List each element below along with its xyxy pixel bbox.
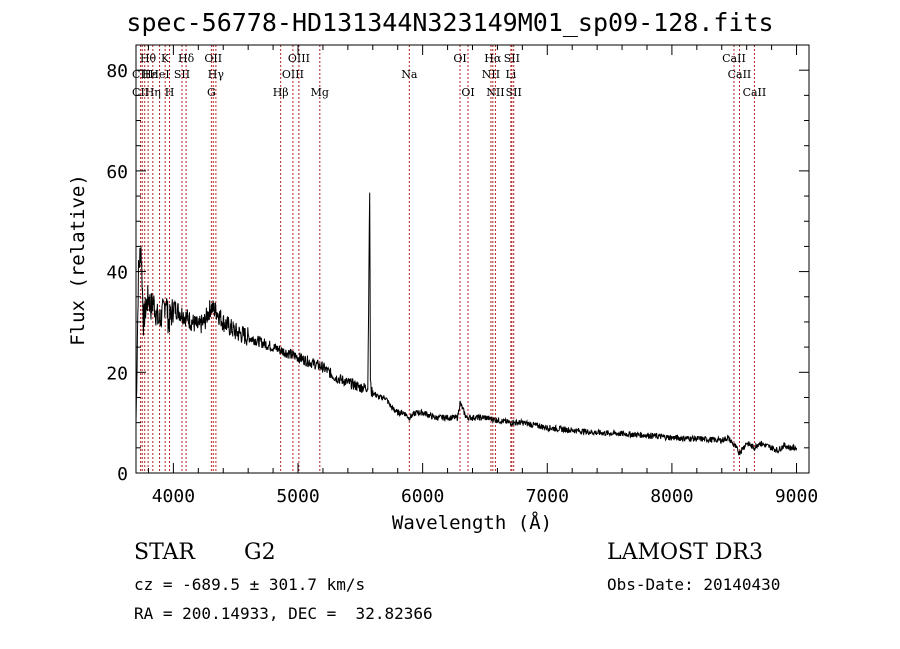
axis-ticks: 4000 5000 6000 7000 8000 9000 0 20 40 60 80	[106, 44, 818, 507]
line-label: OIII	[282, 68, 304, 81]
line-label: OI	[453, 52, 466, 65]
x-tick-label: 4000	[152, 486, 195, 507]
line-label: NII	[482, 68, 500, 81]
obs-date: Obs-Date: 20140430	[607, 575, 781, 594]
y-axis-label: Flux (relative)	[67, 174, 89, 346]
x-axis-label: Wavelength (Å)	[392, 511, 552, 534]
y-tick-label: 20	[106, 363, 128, 384]
x-tick-label: 6000	[401, 486, 444, 507]
line-label: SII	[506, 86, 522, 99]
line-label: SII	[504, 52, 520, 65]
line-label: OII	[204, 52, 222, 65]
y-tick-label: 0	[117, 464, 128, 485]
spectral-line-markers	[140, 45, 755, 473]
line-label: Hα	[484, 52, 502, 65]
line-label: OIII	[288, 52, 310, 65]
line-label: Hβ	[273, 86, 289, 99]
line-label: Mg	[311, 86, 329, 99]
line-label: Hε	[142, 68, 158, 81]
line-label: CaII	[728, 68, 752, 81]
object-type: STAR	[134, 540, 195, 565]
line-label: SII	[174, 68, 190, 81]
survey-name: LAMOST DR3	[607, 540, 763, 565]
chart-title: spec-56778-HD131344N323149M01_sp09-128.f…	[126, 8, 774, 37]
line-label: Na	[401, 68, 418, 81]
line-label: Hγ	[208, 68, 225, 81]
y-tick-label: 80	[106, 61, 128, 82]
line-label: NII	[486, 86, 504, 99]
line-label: CII	[132, 86, 149, 99]
y-tick-label: 40	[106, 263, 128, 284]
coordinates: RA = 200.14933, DEC = 32.82366	[134, 604, 433, 623]
line-label: HeI	[149, 68, 169, 81]
line-label: CaII	[722, 52, 746, 65]
line-label: OI	[461, 86, 474, 99]
line-label: Hδ	[178, 52, 195, 65]
plot-frame	[135, 44, 810, 474]
line-label: G	[207, 86, 216, 99]
line-label: Hθ	[140, 52, 157, 65]
x-tick-label: 9000	[775, 486, 818, 507]
redshift-cz: cz = -689.5 ± 301.7 km/s	[134, 575, 366, 594]
subclass: G2	[244, 540, 276, 565]
y-tick-label: 60	[106, 162, 128, 183]
x-tick-label: 8000	[650, 486, 693, 507]
x-tick-label: 7000	[526, 486, 569, 507]
line-label: Hη	[145, 86, 161, 99]
spectrum-line	[135, 192, 797, 456]
line-label: K	[161, 52, 170, 65]
line-label: Li	[505, 68, 516, 81]
line-label: CaII	[743, 86, 767, 99]
line-label: CII	[132, 68, 149, 81]
x-tick-label: 5000	[276, 486, 319, 507]
line-label: H	[165, 86, 175, 99]
